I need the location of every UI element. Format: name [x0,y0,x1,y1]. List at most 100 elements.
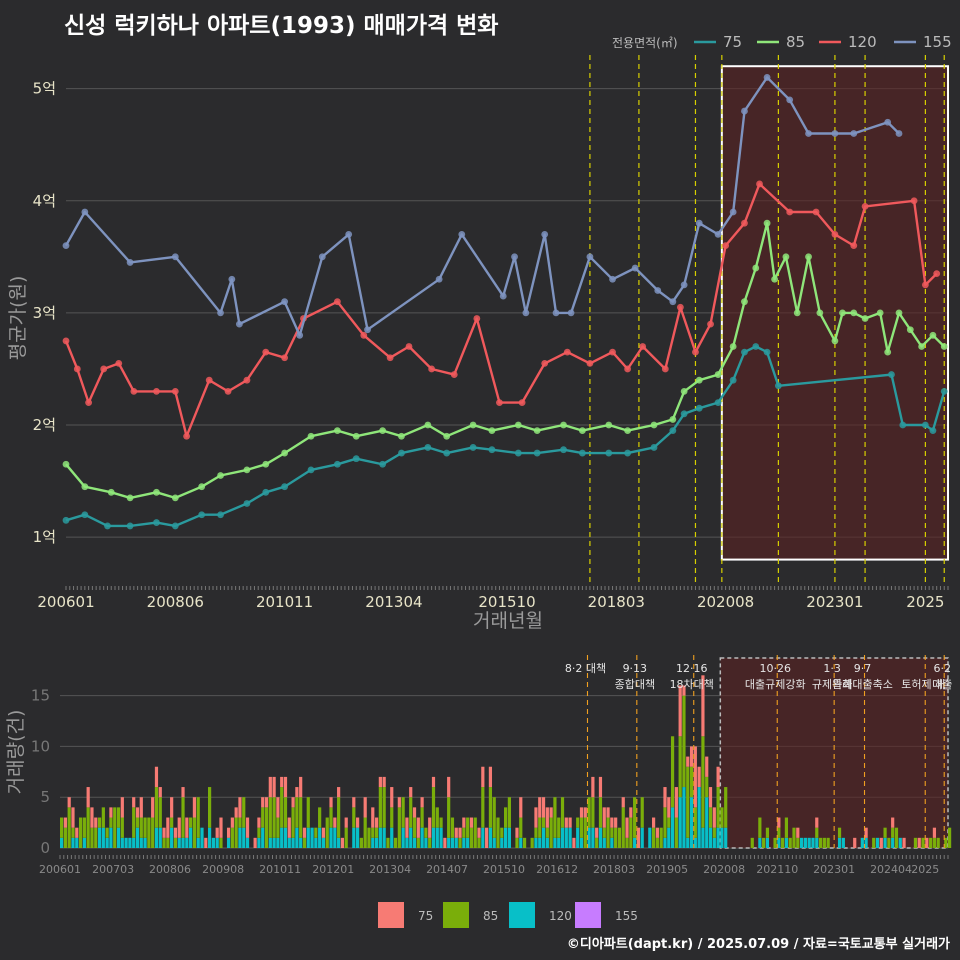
data-point [850,242,858,250]
data-point [774,382,782,390]
volume-bar [386,837,390,848]
policy-annotation: 6·2 [933,662,951,675]
volume-bar [230,827,234,848]
volume-bar [86,787,90,808]
volume-bar [891,837,895,848]
volume-bar [576,827,580,848]
policy-annotation: 12·16 [676,662,708,675]
volume-bar [534,827,538,838]
volume-bar [135,827,140,848]
volume-bar [409,797,413,828]
volume-bar [883,837,887,848]
data-point [631,264,639,272]
data-point [831,337,839,345]
legend2-label: 120 [549,909,572,923]
volume-bar [299,797,303,838]
volume-bar [82,837,86,848]
data-point [488,427,496,435]
volume-bar [208,827,212,848]
volume-bar [591,797,595,828]
volume-bar [181,797,185,838]
volume-bar [545,837,549,848]
volume-bar [337,787,341,798]
volume-bar [663,807,667,838]
volume-bar [553,837,557,848]
volume-bar [435,807,439,828]
policy-annotation: 대출 [932,678,952,691]
volume-bar [60,837,64,848]
volume-bar [689,766,694,798]
volume-bar [416,817,420,838]
volume-bar [492,797,496,838]
volume-bar [109,827,113,848]
volume-bar [469,827,474,848]
volume-bar [693,746,697,808]
volume-bar [682,787,686,848]
volume-bar [841,837,845,848]
data-point [752,343,760,350]
data-point [680,281,688,289]
policy-annotation: 18차대책 [670,678,714,691]
data-point [884,348,892,356]
data-point [910,197,918,205]
data-point [624,365,632,373]
volume-bar [591,776,595,798]
volume-bar [310,827,314,848]
volume-bar [63,817,67,828]
data-point [812,208,820,216]
volume-bar [894,827,899,848]
data-point [906,326,914,334]
volume-bar [454,827,458,838]
volume-bar [765,827,770,838]
volume-bar [579,837,584,848]
volume-bar [913,837,918,848]
volume-bar [572,837,576,848]
volume-bar [60,817,64,838]
volume-bar [530,837,534,848]
volume-bar [784,837,789,848]
data-point [929,427,937,435]
volume-bar [803,837,807,848]
legend2-swatch [443,902,469,928]
volume-bar [401,827,405,848]
volume-bar [382,827,386,848]
volume-bar [151,797,155,818]
volume-bar [705,756,709,777]
volume-bar [276,817,280,838]
data-point [763,348,771,356]
volume-bar [428,817,432,838]
volume-bar [682,695,686,788]
y2-tick-label: 10 [31,737,50,755]
data-point [560,446,567,454]
volume-bar [629,807,633,818]
y2-tick-label: 0 [40,839,50,857]
volume-bar [94,817,98,828]
volume-bar [94,827,98,848]
volume-bar [652,817,656,828]
data-point [62,337,70,345]
data-point [695,219,703,227]
volume-bar [371,807,375,828]
data-point [81,483,89,491]
volume-bar [773,837,777,848]
volume-bar [101,827,105,848]
volume-bar [466,817,470,838]
data-point [816,309,824,317]
volume-bar [549,807,553,818]
data-point [499,292,507,300]
data-point [496,399,503,406]
data-point [473,315,481,322]
volume-bar [921,837,925,848]
policy-annotation: 8·2 대책 [565,662,606,675]
volume-bar [295,797,299,828]
volume-bar [667,797,671,818]
data-point [533,427,541,435]
volume-bar [860,837,864,848]
volume-bar [519,797,523,818]
data-point [714,399,722,406]
x-axis-label: 거래년월 [473,610,543,632]
volume-bar [617,827,622,848]
policy-annotation: 9·13 [623,662,648,675]
volume-bar [71,827,75,838]
volume-bar [268,837,272,848]
